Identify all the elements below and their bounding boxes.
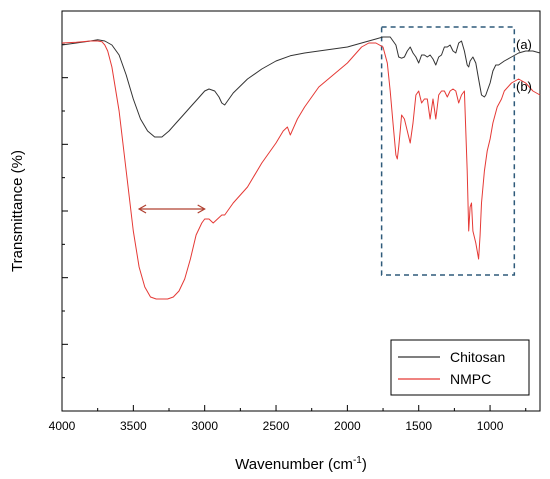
y-axis-ticks [62,10,68,412]
legend-box [390,339,530,396]
series-line-chitosan [61,36,541,138]
x-tick-label: 3000 [191,419,218,433]
legend-label-chitosan: Chitosan [450,349,505,365]
x-tick-label: 4000 [49,419,76,433]
highlight-dashed-box [380,26,516,276]
x-tick-label: 1000 [477,419,504,433]
annotations [137,26,516,276]
x-axis-ticks: 4000 3500 3000 2500 2000 1500 1000 [49,405,527,433]
curve-label-chitosan: (a) [516,37,532,52]
series-line-nmpc [61,40,541,300]
x-tick-label: 1500 [405,419,432,433]
series-group [61,36,541,300]
curve-label-nmpc: (b) [516,79,532,94]
width-double-arrow [137,204,206,214]
x-tick-label: 3500 [120,419,147,433]
y-axis-label: Transmittance (%) [9,150,26,272]
curve-labels: (a) (b) [516,37,532,94]
x-tick-label: 2500 [263,419,290,433]
legend: Chitosan NMPC [390,339,530,396]
legend-label-nmpc: NMPC [450,371,491,387]
x-tick-label: 2000 [334,419,361,433]
x-axis-label: Wavenumber (cm-1) [235,455,367,473]
